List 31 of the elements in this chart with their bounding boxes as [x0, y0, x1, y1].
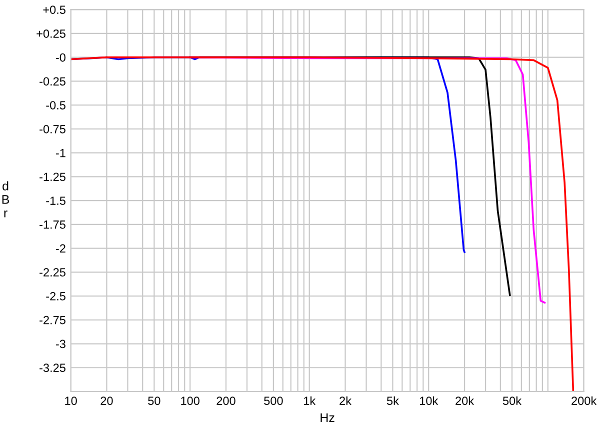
- y-tick-label: -0.25: [40, 77, 66, 86]
- y-tick-label: -1: [56, 148, 66, 158]
- x-tick-label: 50k: [502, 396, 522, 406]
- x-tick-label: 10: [65, 396, 77, 406]
- y-tick-label: -1.75: [40, 220, 66, 229]
- y-tick-label: -2.75: [40, 316, 66, 324]
- x-tick-label: 10k: [420, 396, 438, 406]
- x-tick-label: 200k: [572, 396, 597, 406]
- x-tick-label: 20: [100, 396, 113, 406]
- y-tick-label: -0.5: [46, 101, 66, 110]
- x-tick-label: 1k: [304, 396, 316, 405]
- y-tick-label: -1.5: [46, 196, 66, 205]
- y-tick-label: -3.25: [40, 364, 66, 372]
- y-tick-label: -0.75: [40, 124, 66, 134]
- x-tick-label: 50: [148, 396, 160, 406]
- x-tick-label: 500: [264, 396, 283, 406]
- y-tick-label: -1.25: [40, 172, 66, 182]
- y-tick-label: -2.25: [40, 268, 66, 277]
- x-tick-label: 2k: [340, 396, 352, 405]
- x-tick-label: 100: [181, 396, 200, 406]
- y-tick-label: -2.5: [46, 292, 66, 300]
- y-tick-label: -3: [56, 340, 66, 348]
- y-tick-label: +0.5: [43, 6, 66, 14]
- y-tick-label: +0.25: [36, 29, 66, 38]
- y-tick-label: -2: [56, 244, 66, 253]
- x-tick-label: 20k: [456, 396, 474, 406]
- x-tick-label: 200: [216, 396, 236, 406]
- y-axis-title: dBr: [2, 181, 10, 218]
- x-tick-label: 5k: [386, 396, 399, 406]
- y-tick-label: -0: [56, 53, 66, 62]
- x-axis-title: Hz: [320, 413, 334, 422]
